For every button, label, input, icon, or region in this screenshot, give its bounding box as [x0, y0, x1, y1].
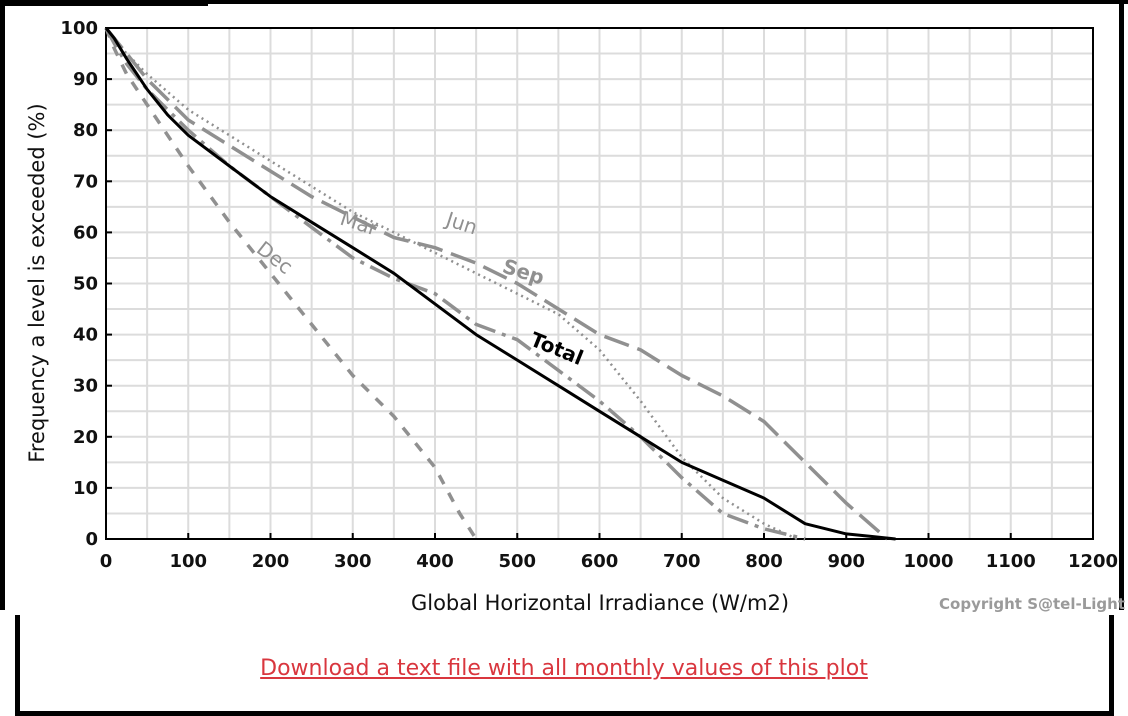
- y-tick-label: 80: [73, 120, 98, 141]
- y-tick-label: 100: [60, 18, 98, 39]
- frame-top-accent: [0, 0, 208, 6]
- series-label-total: Total: [527, 327, 587, 370]
- series-label-dec: Dec: [252, 236, 297, 279]
- frame-right-border-top: [1119, 0, 1124, 610]
- y-tick-label: 20: [73, 427, 98, 448]
- download-text-file-link[interactable]: Download a text file with all monthly va…: [260, 656, 868, 681]
- x-tick-label: 200: [252, 551, 290, 572]
- frame-bottom-border: [15, 711, 1114, 716]
- x-tick-label: 1100: [986, 551, 1036, 572]
- y-tick-label: 50: [73, 274, 98, 295]
- series-line-sep: [104, 26, 889, 541]
- x-tick-label: 600: [581, 551, 619, 572]
- tick-labels: 0 100 200 300 400 500 600 700 800 900 1000 1100 1200…: [60, 18, 1118, 572]
- frame-left-border-bottom: [15, 615, 20, 716]
- grid: [105, 27, 1094, 540]
- frame-left-border-top: [0, 0, 5, 610]
- y-tick-label: 10: [73, 478, 98, 499]
- series-line-jun: [105, 27, 798, 541]
- frame-right-border-bottom: [1109, 615, 1114, 716]
- x-tick-label: 700: [663, 551, 701, 572]
- x-tick-label: 0: [100, 551, 113, 572]
- x-tick-label: 100: [169, 551, 207, 572]
- series-line-total: [104, 27, 896, 541]
- x-tick-label: 300: [334, 551, 372, 572]
- x-tick-label: 900: [827, 551, 865, 572]
- series-label-mar: Mar: [337, 206, 381, 241]
- series-label-jun: Jun: [441, 206, 480, 239]
- y-axis-title: Frequency a level is exceeded (%): [25, 103, 49, 462]
- x-tick-label: 500: [498, 551, 536, 572]
- x-tick-label: 800: [745, 551, 783, 572]
- x-tick-label: 400: [416, 551, 454, 572]
- y-tick-label: 30: [73, 376, 98, 397]
- x-tick-label: 1200: [1068, 551, 1118, 572]
- y-tick-label: 0: [85, 529, 98, 550]
- y-tick-label: 70: [73, 171, 98, 192]
- series-lines: [104, 26, 896, 541]
- y-tick-label: 90: [73, 69, 98, 90]
- y-tick-label: 60: [73, 222, 98, 243]
- copyright-text: Copyright S@tel-Light: [939, 595, 1125, 613]
- x-axis-title: Global Horizontal Irradiance (W/m2): [411, 591, 789, 615]
- frame-top-border: [0, 0, 1128, 4]
- y-tick-label: 40: [73, 325, 98, 346]
- x-tick-label: 1000: [903, 551, 953, 572]
